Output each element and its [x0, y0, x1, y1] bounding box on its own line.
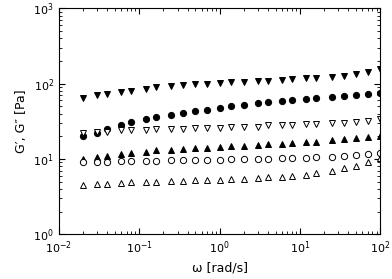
Y-axis label: G′, G″ [Pa]: G′, G″ [Pa] [15, 90, 28, 153]
X-axis label: ω [rad/s]: ω [rad/s] [192, 261, 247, 274]
